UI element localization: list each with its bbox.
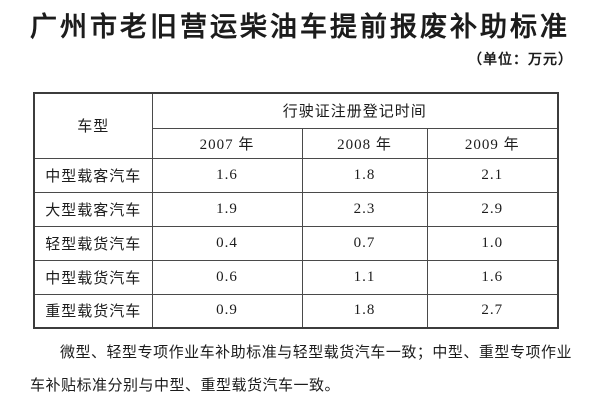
value-cell: 2.1 (426, 157, 559, 193)
value-cell: 0.7 (301, 225, 428, 261)
vehicle-type-cell: 轻型载货汽车 (33, 225, 153, 261)
unit-label: （单位：万元） (468, 51, 573, 67)
value-cell: 1.6 (426, 259, 559, 295)
table-row: 中型载客汽车 1.6 1.8 2.1 (33, 157, 559, 193)
value-cell: 1.0 (426, 225, 559, 261)
vehicle-type-cell: 大型载客汽车 (33, 191, 153, 227)
value-cell: 1.9 (151, 191, 303, 227)
value-cell: 2.9 (426, 191, 559, 227)
table-row: 中型载货汽车 0.6 1.1 1.6 (33, 259, 559, 295)
footnote-text: 微型、轻型专项作业车补助标准与轻型载货汽车一致；中型、重型专项作业车补贴标准分别… (30, 345, 572, 394)
year-header-2009: 2009 年 (426, 127, 559, 159)
value-cell: 0.4 (151, 225, 303, 261)
vehicle-type-cell: 中型载货汽车 (33, 259, 153, 295)
value-cell: 1.6 (151, 157, 303, 193)
value-cell: 1.8 (301, 293, 428, 329)
value-cell: 2.3 (301, 191, 428, 227)
year-header-2007: 2007 年 (151, 127, 303, 159)
value-cell: 1.8 (301, 157, 428, 193)
value-cell: 1.1 (301, 259, 428, 295)
table-header-row: 车型 行驶证注册登记时间 (33, 92, 559, 159)
vehicle-type-cell: 重型载货汽车 (33, 293, 153, 329)
table-row: 轻型载货汽车 0.4 0.7 1.0 (33, 225, 559, 261)
value-cell: 2.7 (426, 293, 559, 329)
table-year-header-row: 2007 年 2008 年 2009 年 (34, 127, 559, 159)
value-cell: 0.6 (151, 259, 303, 295)
registration-time-header-cell: 行驶证注册登记时间 (151, 92, 559, 129)
value-cell: 0.9 (151, 293, 303, 329)
year-header-2008: 2008 年 (301, 127, 428, 159)
table-row: 大型载客汽车 1.9 2.3 2.9 (33, 191, 559, 227)
vehicle-type-cell: 中型载客汽车 (33, 157, 153, 193)
subsidy-table: 车型 行驶证注册登记时间 2007 年 2008 年 2009 年 中型载客汽车… (33, 92, 560, 329)
table-row: 重型载货汽车 0.9 1.8 2.7 (33, 293, 559, 329)
document-title: 广州市老旧营运柴油车提前报废补助标准 (30, 12, 570, 42)
vehicle-type-header-cell: 车型 (33, 92, 153, 159)
